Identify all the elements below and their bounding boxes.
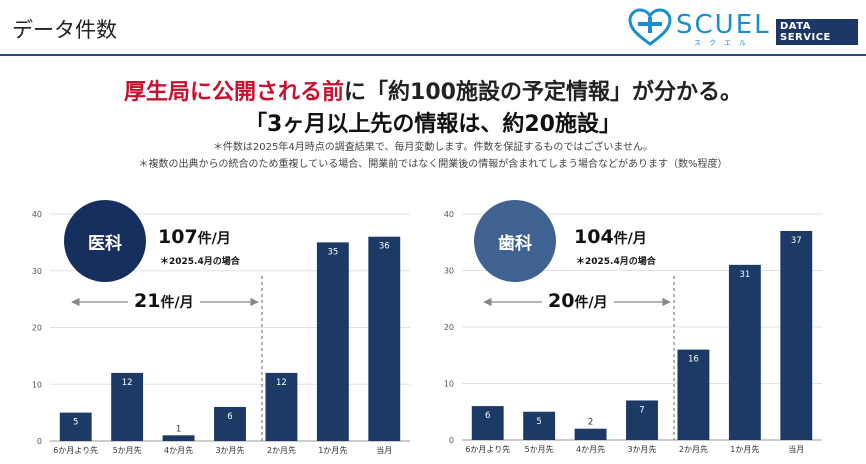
medical-monthly-note: ＊2025.4月の場合 <box>160 257 240 267</box>
medical-ytick-label: 40 <box>32 210 42 219</box>
dental-ytick-label: 30 <box>444 267 454 276</box>
medical-bar <box>162 435 195 441</box>
medical-category-label: 当月 <box>376 445 392 455</box>
dental-category-label: 6か月より先 <box>465 444 510 454</box>
medical-badge: 医科 <box>64 200 146 282</box>
medical-bar <box>316 242 349 441</box>
dental-bar-value-label: 31 <box>739 270 750 280</box>
headline-highlight: 厚生局に公開される前 <box>124 80 345 105</box>
dental-bar-value-label: 5 <box>536 417 541 427</box>
header-bar: データ件数 SCUEL スクエル DATA SERVICE <box>0 0 866 56</box>
dental-monthly-value: 104 <box>574 226 614 248</box>
medical-ytick-label: 30 <box>32 267 42 276</box>
dental-bar-value-label: 16 <box>688 355 699 365</box>
medical-bar <box>214 406 246 441</box>
headline-rest: に「約100施設の予定情報」が分かる。 <box>344 80 742 105</box>
dental-bar <box>471 406 504 440</box>
headline-line-1: 厚生局に公開される前に「約100施設の予定情報」が分かる。 <box>0 74 866 106</box>
dental-category-label: 1か月先 <box>730 444 759 454</box>
logo-name: SCUEL <box>676 10 771 40</box>
note-1: ＊件数は2025年4月時点の調査結果で、毎月変動します。件数を保証するものではご… <box>212 142 654 153</box>
dental-badge-label: 歯科 <box>498 233 532 254</box>
medical-category-label: 3か月先 <box>215 445 244 455</box>
dental-category-label: 4か月先 <box>576 444 605 454</box>
dental-bar <box>574 428 607 440</box>
dental-bar-value-label: 37 <box>791 236 802 246</box>
medical-monthly-value: 107 <box>158 226 198 248</box>
dental-bar-value-label: 7 <box>639 405 644 415</box>
medical-bar <box>265 372 298 441</box>
medical-ytick-label: 0 <box>37 437 42 446</box>
medical-category-label: 2か月先 <box>267 445 296 455</box>
medical-bar <box>59 412 92 441</box>
medical-bar-value-label: 35 <box>327 247 338 257</box>
dental-ytick-label: 0 <box>449 436 454 445</box>
dental-bar <box>677 349 710 440</box>
dental-bar <box>626 400 658 440</box>
medical-ytick-label: 20 <box>32 324 42 333</box>
dental-range-value: 20 <box>548 290 575 312</box>
dental-category-label: 2か月先 <box>679 444 708 454</box>
logo: SCUEL スクエル DATA SERVICE <box>628 8 858 48</box>
medical-range-value: 21 <box>134 290 161 312</box>
medical-bar <box>368 236 401 441</box>
dental-bar-value-label: 6 <box>485 411 490 421</box>
dental-badge: 歯科 <box>474 200 556 282</box>
medical-bar-value-label: 12 <box>122 378 133 388</box>
dental-ytick-label: 20 <box>444 323 454 332</box>
dental-range-unit: 件/月 <box>574 295 608 311</box>
headline-line-2: 「3ヶ月以上先の情報は、約20施設」 <box>245 112 621 137</box>
logo-mark-icon <box>628 8 672 46</box>
dental-range-count: 20件/月 <box>542 290 614 312</box>
medical-category-label: 1か月先 <box>318 445 347 455</box>
dental-monthly-note: ＊2025.4月の場合 <box>576 257 656 267</box>
medical-category-label: 4か月先 <box>164 445 193 455</box>
medical-bar <box>111 372 144 441</box>
medical-badge-label: 医科 <box>88 233 122 254</box>
dental-category-label: 当月 <box>788 444 804 454</box>
medical-category-label: 6か月より先 <box>53 445 98 455</box>
dental-ytick-label: 10 <box>444 380 454 389</box>
dental-bar <box>780 230 813 440</box>
dental-ytick-label: 40 <box>444 210 454 219</box>
medical-range-count: 21件/月 <box>128 290 200 312</box>
medical-category-label: 5か月先 <box>113 445 142 455</box>
medical-bar-value-label: 1 <box>176 424 181 434</box>
logo-kana: スクエル <box>694 39 754 47</box>
dental-category-label: 3か月先 <box>627 444 656 454</box>
dental-bar <box>523 411 556 440</box>
medical-monthly-count: 107件/月 <box>158 226 231 248</box>
medical-bar-value-label: 5 <box>73 418 78 428</box>
dental-monthly-count: 104件/月 <box>574 226 647 248</box>
note-2: ＊複数の出典からの統合のため重複している場合、開業前ではなく開業後の情報が含まれ… <box>138 159 728 170</box>
medical-monthly-unit: 件/月 <box>197 231 231 247</box>
medical-bar-value-label: 12 <box>276 378 287 388</box>
dental-bar <box>728 264 761 440</box>
medical-ytick-label: 10 <box>32 380 42 389</box>
medical-bar-value-label: 36 <box>379 242 390 252</box>
page-title: データ件数 <box>12 18 117 42</box>
logo-badge: DATA SERVICE <box>776 19 858 45</box>
dental-monthly-unit: 件/月 <box>613 231 647 247</box>
medical-range-unit: 件/月 <box>160 295 194 311</box>
dental-category-label: 5か月先 <box>525 444 554 454</box>
dental-bar-value-label: 2 <box>588 418 593 428</box>
medical-bar-value-label: 6 <box>227 412 232 422</box>
